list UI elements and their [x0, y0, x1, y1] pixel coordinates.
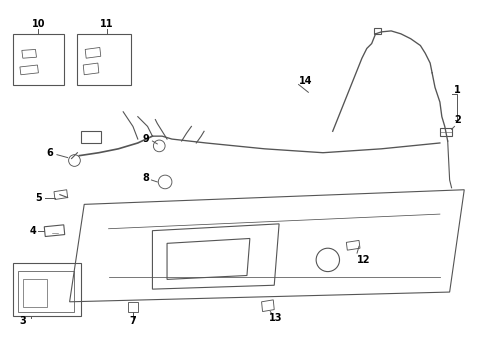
Text: 10: 10	[32, 19, 45, 29]
Text: 6: 6	[47, 148, 53, 158]
Text: 14: 14	[299, 76, 312, 86]
Bar	[128, 302, 138, 311]
Text: 13: 13	[270, 313, 283, 323]
Text: 3: 3	[20, 316, 26, 326]
Bar	[440, 129, 452, 136]
Text: 11: 11	[100, 19, 113, 29]
Bar	[81, 131, 101, 143]
Text: 4: 4	[29, 226, 36, 236]
Bar	[77, 34, 131, 85]
Text: 8: 8	[142, 173, 149, 183]
Bar	[13, 34, 64, 85]
Text: 12: 12	[357, 255, 370, 265]
Text: 5: 5	[35, 193, 42, 203]
Bar	[18, 271, 74, 311]
Text: 2: 2	[454, 114, 461, 125]
Text: 7: 7	[129, 316, 136, 326]
Bar	[23, 279, 47, 307]
Bar	[374, 28, 381, 34]
Bar	[13, 263, 81, 316]
Text: 1: 1	[454, 85, 461, 95]
Text: 9: 9	[142, 134, 149, 144]
